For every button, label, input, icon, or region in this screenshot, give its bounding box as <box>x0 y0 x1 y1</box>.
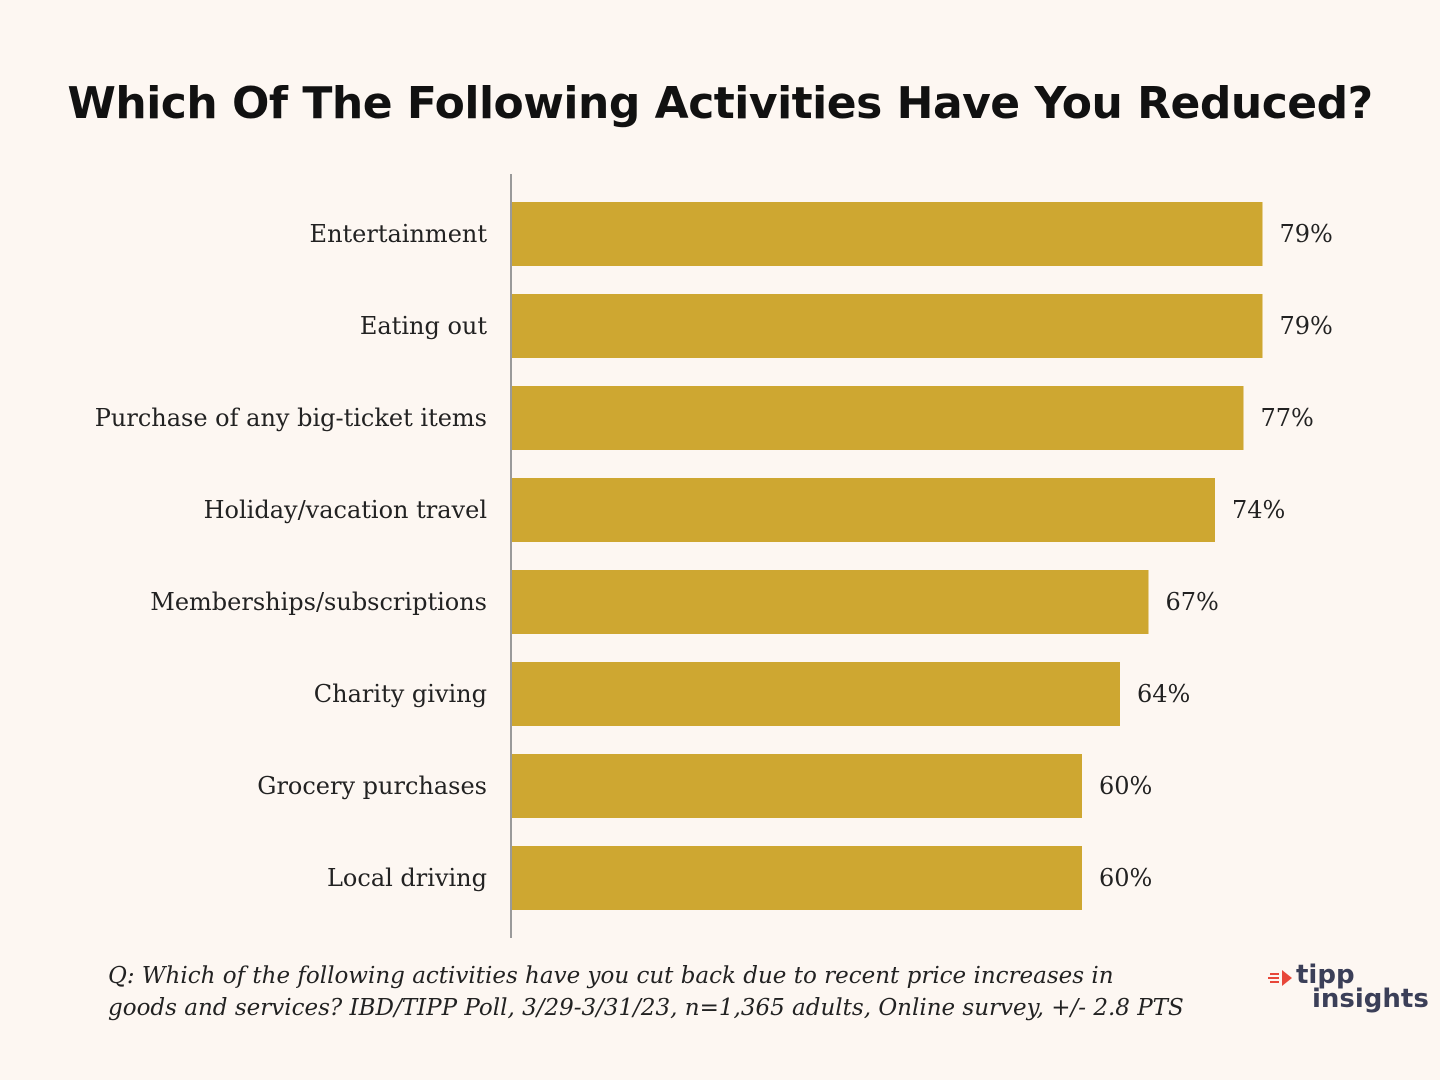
bar-3 <box>512 478 1215 542</box>
value-label-2: 77% <box>1261 404 1314 432</box>
bar-7 <box>512 846 1082 910</box>
bar-1 <box>512 294 1263 358</box>
footnote-line-1: Q: Which of the following activities hav… <box>108 963 1114 989</box>
bars-group: Entertainment 79% Eating out 79% Purchase of… <box>95 202 1333 910</box>
tipp-insights-logo: tipp insights <box>1268 960 1429 1022</box>
footnote-line-2: goods and services? IBD/TIPP Poll, 3/29-… <box>108 995 1184 1021</box>
bar-6 <box>512 754 1082 818</box>
category-label-3: Holiday/vacation travel <box>204 496 487 524</box>
category-label-2: Purchase of any big-ticket items <box>95 404 487 432</box>
logo-word-insights: insights <box>1312 984 1429 1014</box>
logo-word-tipp: tipp <box>1296 960 1355 990</box>
value-label-4: 67% <box>1166 588 1219 616</box>
bar-2 <box>512 386 1244 450</box>
category-label-5: Charity giving <box>314 680 487 708</box>
value-label-3: 74% <box>1232 496 1285 524</box>
footnote: Q: Which of the following activities hav… <box>108 960 1208 1024</box>
category-label-4: Memberships/subscriptions <box>150 588 487 616</box>
value-label-0: 79% <box>1280 220 1333 248</box>
value-label-6: 60% <box>1099 772 1152 800</box>
chart-title: Which Of The Following Activities Have Y… <box>67 78 1373 129</box>
category-label-1: Eating out <box>360 312 488 340</box>
category-label-7: Local driving <box>327 864 487 892</box>
bar-0 <box>512 202 1263 266</box>
value-label-5: 64% <box>1137 680 1190 708</box>
logo-mark-icon <box>1268 970 1292 986</box>
value-label-7: 60% <box>1099 864 1152 892</box>
category-label-6: Grocery purchases <box>257 772 487 800</box>
bar-4 <box>512 570 1149 634</box>
bar-5 <box>512 662 1120 726</box>
value-label-1: 79% <box>1280 312 1333 340</box>
category-label-0: Entertainment <box>310 220 488 248</box>
